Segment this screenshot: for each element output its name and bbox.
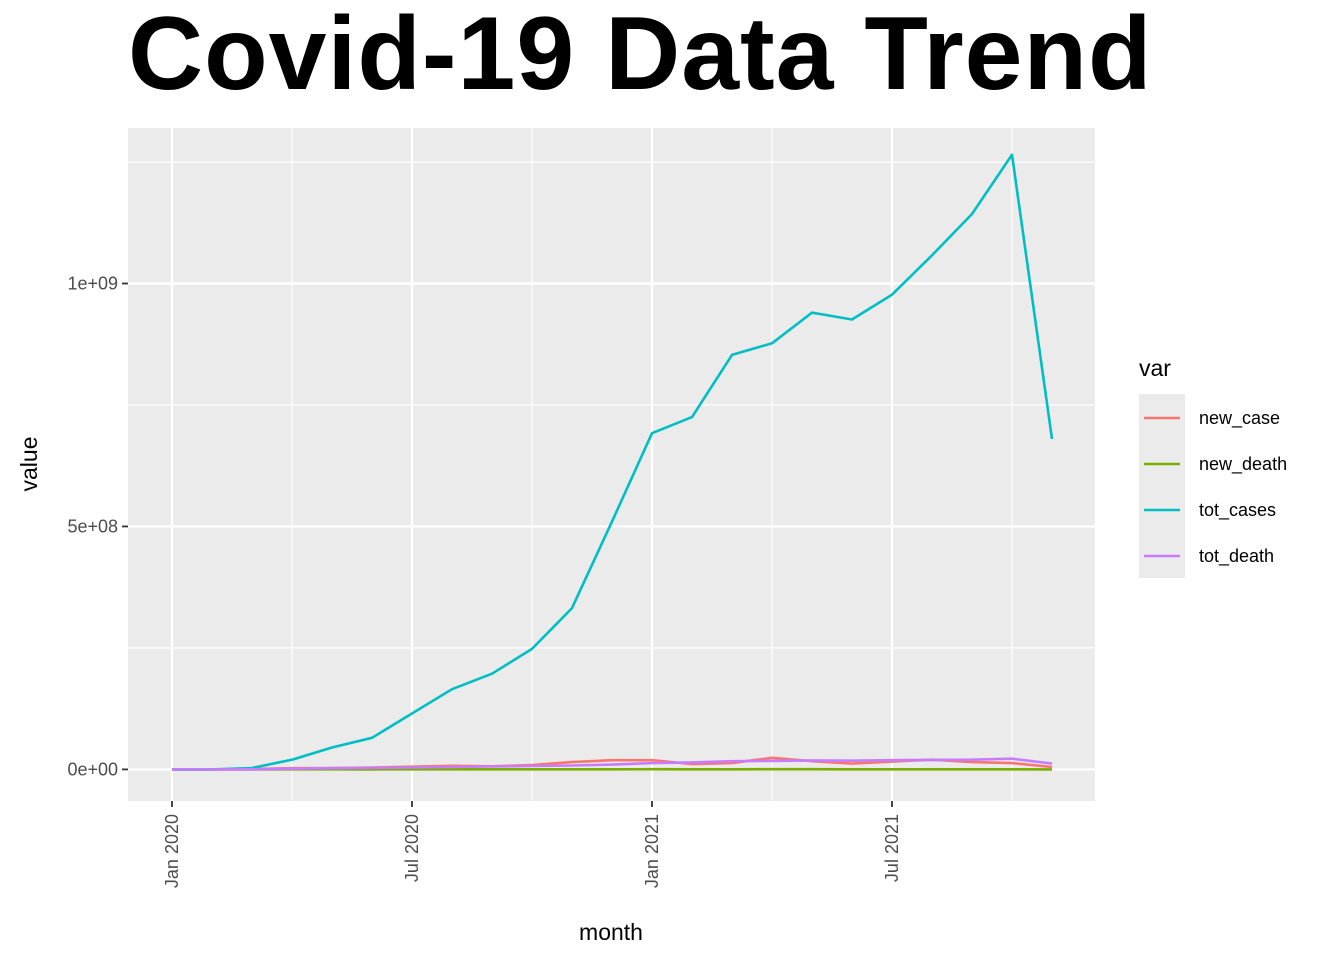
legend-label-new-death: new_death: [1199, 454, 1287, 475]
x-axis: Jan 2020 Jul 2020 Jan 2021 Jul 2021: [162, 801, 902, 888]
plot-panel: [128, 128, 1095, 801]
y-tick-label: 5e+08: [67, 516, 118, 536]
legend-title: var: [1139, 355, 1171, 381]
x-tick-label: Jul 2021: [882, 814, 902, 882]
series-line-tot-cases: [172, 153, 1054, 771]
series-line-tot-death: [172, 757, 1053, 771]
x-tick-label: Jan 2020: [162, 814, 182, 888]
y-axis-title: value: [16, 437, 42, 492]
legend-label-new-case: new_case: [1199, 408, 1280, 429]
legend-label-tot-cases: tot_cases: [1199, 500, 1276, 521]
y-tick-label: 0e+00: [67, 759, 118, 779]
chart-title: Covid-19 Data Trend: [128, 0, 1153, 112]
legend-key-background: [1139, 394, 1185, 578]
x-tick-label: Jan 2021: [642, 814, 662, 888]
minor-gridlines: [128, 128, 1095, 801]
x-axis-title: month: [579, 919, 643, 945]
legend-label-tot-death: tot_death: [1199, 546, 1274, 567]
y-tick-label: 1e+09: [67, 273, 118, 293]
series-lines: [172, 153, 1054, 771]
legend: var new_case new_death tot_cases tot_death: [1139, 355, 1287, 578]
x-tick-label: Jul 2020: [402, 814, 422, 882]
y-axis: 0e+00 5e+08 1e+09: [67, 273, 128, 779]
